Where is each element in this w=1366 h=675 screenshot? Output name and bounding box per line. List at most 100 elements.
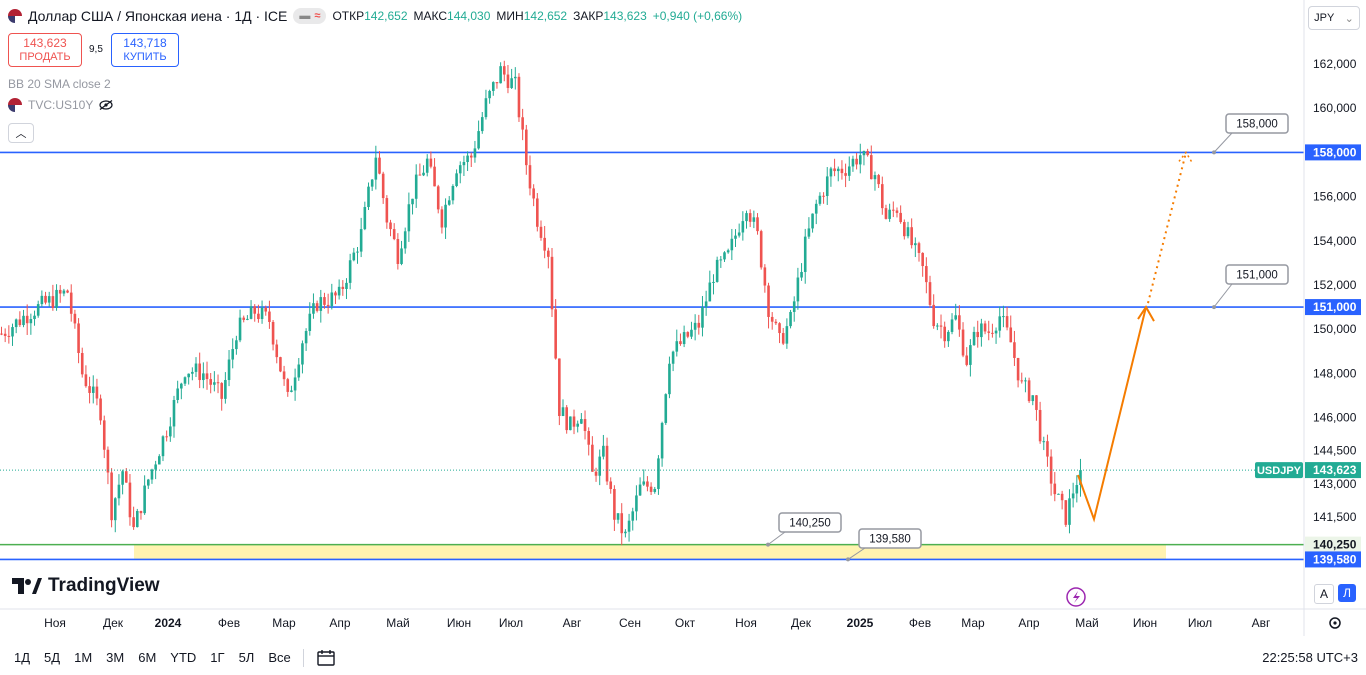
tf-1m[interactable]: 1М bbox=[74, 650, 93, 665]
x-tick-label: Дек bbox=[103, 616, 124, 630]
indicator-compare-label: TVC:US10Y bbox=[28, 98, 94, 112]
clock[interactable]: 22:25:58 UTC+3 bbox=[1262, 650, 1358, 665]
candle-body bbox=[132, 517, 135, 528]
projection-solid-line[interactable] bbox=[1077, 306, 1147, 523]
candle-body bbox=[260, 307, 264, 320]
auto-scale-button[interactable]: A bbox=[1314, 584, 1334, 604]
symbol-tag-label: USDJPY bbox=[1257, 465, 1302, 477]
candle-body bbox=[620, 513, 624, 534]
symbol-title[interactable]: Доллар США / Японская иена · 1Д · ICE bbox=[28, 8, 288, 24]
candle-body bbox=[301, 343, 304, 365]
candle-body bbox=[447, 200, 451, 205]
candle-body bbox=[113, 498, 117, 521]
candle-body bbox=[917, 243, 921, 253]
candle-body bbox=[693, 322, 697, 330]
time-axis[interactable]: Ноя Дек 2024 Фев Мар Апр Май Июн Июл Авг Сен Окт Ноя… bbox=[44, 616, 1271, 630]
lightning-icon[interactable] bbox=[1066, 587, 1086, 607]
candle-body bbox=[1053, 483, 1057, 495]
candle-body bbox=[249, 306, 253, 319]
sell-button[interactable]: 143,623 ПРОДАТЬ bbox=[8, 33, 82, 67]
candle-body bbox=[290, 390, 293, 392]
candle-body bbox=[80, 353, 84, 375]
indicator-compare[interactable]: TVC:US10Y bbox=[8, 98, 113, 112]
support-zone-rect bbox=[134, 544, 1166, 560]
price-axis[interactable]: 162,000 160,000 156,000 154,000 152,000 150,0… bbox=[1305, 57, 1361, 568]
candle-body bbox=[580, 419, 583, 424]
collapse-legend-button[interactable]: ︿ bbox=[8, 123, 34, 143]
candle-body bbox=[958, 315, 961, 330]
candle-body bbox=[143, 485, 146, 514]
candle-body bbox=[517, 76, 521, 118]
candle-body bbox=[899, 212, 902, 223]
tf-all[interactable]: Все bbox=[268, 650, 291, 665]
candle-body bbox=[903, 222, 906, 237]
projection-dotted-line[interactable] bbox=[1147, 152, 1187, 304]
candle-body bbox=[165, 436, 168, 438]
candle-body bbox=[462, 162, 466, 166]
date-range-icon[interactable] bbox=[316, 649, 336, 667]
callout-label: 139,580 bbox=[869, 534, 911, 546]
level-callouts[interactable]: 158,000 151,000 140,250 139,580 bbox=[766, 113, 1289, 562]
candle-body bbox=[275, 344, 279, 358]
tf-6m[interactable]: 6М bbox=[138, 650, 157, 665]
candle-body bbox=[594, 471, 598, 476]
candle-body bbox=[833, 168, 836, 172]
tf-1d[interactable]: 1Д bbox=[14, 650, 31, 665]
x-tick-label: 2024 bbox=[155, 616, 182, 630]
symbol-menu-pill[interactable]: ▬ ≈ bbox=[293, 8, 327, 24]
candle-body bbox=[1064, 500, 1068, 525]
candle-body bbox=[25, 315, 29, 324]
settings-icon[interactable] bbox=[1329, 617, 1341, 629]
x-tick-label: Апр bbox=[1018, 616, 1040, 630]
candle-body bbox=[458, 165, 462, 174]
candle-body bbox=[972, 331, 976, 346]
candle-body bbox=[925, 266, 928, 283]
candle-body bbox=[752, 217, 756, 222]
candle-body bbox=[418, 174, 422, 176]
eye-hidden-icon[interactable] bbox=[99, 100, 113, 110]
horizontal-levels[interactable] bbox=[0, 151, 1304, 561]
candle-body bbox=[44, 295, 47, 303]
candle-body bbox=[869, 155, 873, 180]
candle-body bbox=[547, 250, 550, 257]
candle-body bbox=[282, 371, 286, 380]
tradingview-logo[interactable]: TradingView bbox=[12, 575, 160, 597]
currency-button[interactable]: JPY ⌄ bbox=[1308, 6, 1360, 30]
level-callout[interactable]: 140,250 bbox=[766, 512, 842, 547]
tf-1y[interactable]: 1Г bbox=[210, 650, 225, 665]
candle-body bbox=[139, 510, 143, 514]
candle-body bbox=[1031, 395, 1035, 402]
candle-body bbox=[279, 357, 282, 372]
brand-name: TradingView bbox=[48, 575, 160, 596]
y-tick-label: 144,500 bbox=[1313, 444, 1357, 458]
candle-body bbox=[128, 482, 132, 518]
log-scale-button[interactable]: Л bbox=[1338, 584, 1356, 602]
candle-body bbox=[135, 510, 139, 528]
level-callout[interactable]: 151,000 bbox=[1212, 264, 1289, 310]
candle-body bbox=[238, 317, 242, 341]
level-callout[interactable]: 139,580 bbox=[846, 528, 922, 562]
candle-body bbox=[569, 416, 572, 431]
ohlc-high-value: 144,030 bbox=[447, 9, 491, 23]
tf-3m[interactable]: 3М bbox=[106, 650, 125, 665]
candle-body bbox=[312, 303, 315, 314]
tf-5d[interactable]: 5Д bbox=[44, 650, 61, 665]
y-tick-label: 152,000 bbox=[1313, 278, 1357, 292]
candle-body bbox=[440, 209, 444, 228]
candle-body bbox=[466, 155, 469, 163]
candle-body bbox=[51, 296, 55, 308]
candle-body bbox=[1027, 380, 1031, 402]
indicator-bb[interactable]: BB 20 SMA close 2 bbox=[8, 77, 111, 91]
tf-5y[interactable]: 5Л bbox=[238, 650, 255, 665]
buy-button[interactable]: 143,718 КУПИТЬ bbox=[111, 33, 179, 67]
chevron-up-icon: ︿ bbox=[15, 128, 27, 140]
tf-ytd[interactable]: YTD bbox=[170, 650, 197, 665]
level-callout[interactable]: 158,000 bbox=[1212, 113, 1289, 155]
candle-body bbox=[954, 315, 957, 320]
candle-body bbox=[550, 256, 554, 310]
projection-arrow[interactable] bbox=[1077, 151, 1193, 523]
candle-body bbox=[638, 484, 642, 496]
candle-body bbox=[840, 168, 844, 174]
candle-body bbox=[91, 386, 95, 393]
